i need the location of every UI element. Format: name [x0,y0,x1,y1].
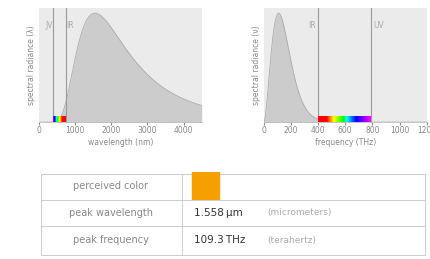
Text: peak frequency: peak frequency [72,235,148,245]
Text: IR: IR [307,21,315,30]
Text: 1.558 μm: 1.558 μm [194,208,242,218]
Text: (terahertz): (terahertz) [267,236,316,245]
X-axis label: wavelength (nm): wavelength (nm) [87,138,153,147]
Y-axis label: spectral radiance (λ): spectral radiance (λ) [27,25,36,105]
Text: IR: IR [66,21,74,30]
Y-axis label: spectral radiance (ν): spectral radiance (ν) [252,25,260,105]
Text: JV: JV [45,21,52,30]
Text: peak wavelength: peak wavelength [68,208,152,218]
Bar [192,172,218,199]
Text: perceived color: perceived color [73,181,148,191]
Text: (micrometers): (micrometers) [267,208,331,217]
Text: 109.3 THz: 109.3 THz [194,235,245,245]
Text: UV: UV [372,21,383,30]
X-axis label: frequency (THz): frequency (THz) [314,138,375,147]
